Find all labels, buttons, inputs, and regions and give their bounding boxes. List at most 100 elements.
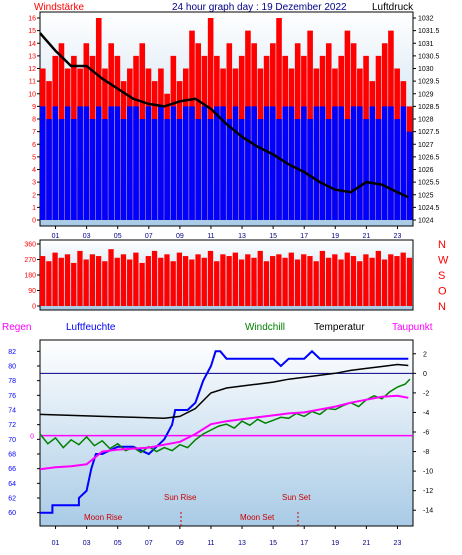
- pressure-y-tick: 1032: [418, 16, 434, 23]
- luftfeuchte-line: [40, 349, 409, 514]
- wind-y-tick: 1: [32, 205, 36, 212]
- direction-bar: [114, 257, 120, 306]
- wind-y-tick: 0: [32, 218, 36, 225]
- humidity-y-tick: 70: [8, 437, 16, 444]
- wind-x-tick: 19: [331, 233, 339, 240]
- wind-wind_speed-bar: [133, 106, 139, 220]
- wind-wind_speed-bar: [388, 106, 394, 220]
- pressure-y-tick: 1024.5: [418, 205, 440, 212]
- temperature-y-tick: -14: [423, 508, 433, 515]
- temperature-y-tick: 0: [423, 371, 427, 378]
- direction-bar: [363, 254, 369, 306]
- direction-bar: [381, 259, 388, 306]
- wind-wind_speed-bar: [350, 106, 357, 220]
- wind-x-tick: 13: [238, 233, 246, 240]
- direction-bar: [220, 254, 226, 306]
- direction-bar: [357, 261, 363, 306]
- direction-y-tick: 90: [28, 288, 36, 295]
- direction-bar: [313, 261, 319, 306]
- wind-wind_speed-bar: [64, 106, 71, 220]
- humidity-y-tick: 76: [8, 393, 16, 400]
- wind-y-tick: 15: [28, 28, 36, 35]
- direction-y-tick: 180: [24, 273, 36, 280]
- direction-bar: [145, 256, 151, 306]
- direction-bar: [95, 256, 102, 306]
- direction-bar: [214, 261, 220, 306]
- wind-y-tick: 7: [32, 129, 36, 136]
- temperature-y-tick: -6: [423, 430, 429, 437]
- wind-wind_speed-bar: [344, 119, 351, 220]
- temperature-y-tick: -4: [423, 410, 429, 417]
- wind-wind_speed-bar: [95, 106, 102, 220]
- moon-rise-label: Moon Rise: [84, 513, 123, 522]
- wind-x-tick: 17: [300, 233, 308, 240]
- humidity-x-axis: 01 03 05 07 09 11 13 15 17 19 21 23: [52, 526, 402, 547]
- direction-bar: [375, 250, 381, 306]
- wind-y-tick: 11: [29, 79, 36, 86]
- wind-wind_speed-bar: [151, 119, 158, 220]
- direction-bar: [189, 259, 195, 306]
- direction-bars: [40, 249, 413, 306]
- regen-label: Regen: [2, 322, 31, 333]
- wind-wind_speed-bar: [232, 106, 239, 220]
- wind-wind_speed-bar: [245, 106, 251, 220]
- humidity-x-tick: 07: [145, 540, 153, 547]
- direction-bar: [52, 252, 58, 306]
- humidity-x-tick: 21: [362, 540, 370, 547]
- wind-y-tick: 14: [28, 41, 36, 48]
- taupunkt-line: [39, 394, 409, 471]
- direction-bar: [158, 257, 164, 306]
- humidity-x-tick: 05: [114, 540, 122, 547]
- pressure-y-tick: 1025: [418, 192, 434, 199]
- wind-wind_speed-bar: [301, 106, 307, 220]
- humidity-y-tick: 72: [8, 422, 16, 429]
- wind-wind_speed-bar: [52, 106, 59, 220]
- windchill-label: Windchill: [245, 322, 285, 333]
- compass-label: N: [438, 239, 446, 251]
- direction-bar: [170, 261, 176, 306]
- wind-wind_speed-bar: [313, 106, 320, 220]
- temperatur-line: [39, 363, 409, 420]
- humidity-x-tick: 03: [83, 540, 91, 547]
- pressure-y-tick: 1027.5: [418, 129, 440, 136]
- direction-bar: [58, 257, 64, 306]
- direction-bar: [369, 257, 375, 306]
- wind-x-tick: 21: [362, 233, 370, 240]
- wind-wind_speed-bar: [288, 106, 295, 220]
- pressure-y-tick: 1030: [418, 66, 434, 73]
- direction-bar: [251, 257, 257, 306]
- pressure-y-tick: 1029: [418, 91, 434, 98]
- wind-wind_speed-bar: [257, 119, 264, 220]
- direction-bar: [139, 262, 145, 306]
- direction-bar: [325, 257, 332, 306]
- direction-bar: [195, 254, 201, 306]
- wind-wind_speed-bar: [58, 119, 65, 220]
- wind-wind_speed-bar: [71, 119, 77, 220]
- direction-bar: [71, 262, 77, 306]
- direction-bar: [108, 249, 114, 306]
- wind-wind_speed-bar: [195, 119, 202, 220]
- pressure-y-tick: 1031.5: [418, 28, 440, 35]
- reference-lines: 0: [30, 372, 413, 441]
- taupunkt-label: Taupunkt: [392, 322, 433, 333]
- humidity-y-tick: 80: [8, 364, 16, 371]
- direction-bar: [133, 252, 139, 306]
- temperature-y-tick: -10: [423, 469, 433, 476]
- wind-wind_speed-bar: [40, 106, 46, 220]
- wind-y-tick: 4: [32, 167, 36, 174]
- wind-wind_speed-bar: [319, 106, 326, 220]
- humidity-x-tick: 23: [394, 540, 402, 547]
- humidity-x-tick: 01: [52, 540, 60, 547]
- pressure-y-tick: 1031: [418, 41, 434, 48]
- humidity-x-tick: 11: [207, 540, 214, 547]
- humidity-x-tick: 19: [331, 540, 339, 547]
- sun-set-label: Sun Set: [282, 493, 311, 502]
- direction-bar: [332, 254, 338, 306]
- wind-wind_speed-bar: [238, 119, 245, 220]
- luftfeuchte-label: Luftfeuchte: [66, 322, 116, 333]
- direction-bar: [182, 256, 189, 306]
- pressure-line-group: [39, 32, 409, 199]
- wind-wind_speed-bar: [201, 106, 208, 220]
